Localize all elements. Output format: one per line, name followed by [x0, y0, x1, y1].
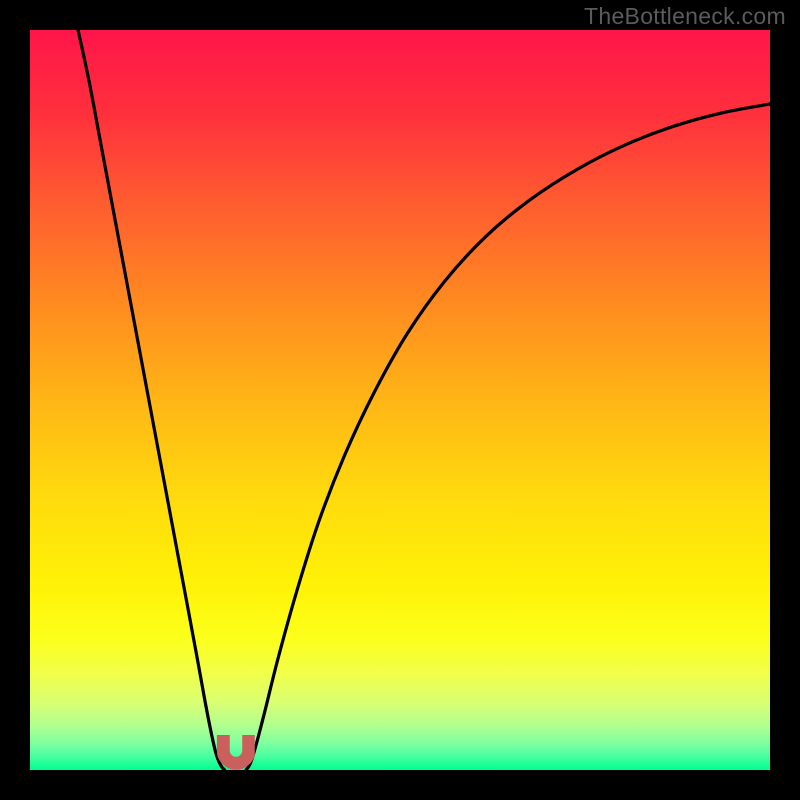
valley-marker: [216, 735, 254, 770]
curves-layer: [30, 30, 770, 770]
curve-right: [246, 104, 770, 770]
watermark-text: TheBottleneck.com: [584, 3, 786, 30]
curve-left: [78, 30, 225, 770]
plot-area: [30, 30, 770, 770]
chart-root: TheBottleneck.com: [0, 0, 800, 800]
